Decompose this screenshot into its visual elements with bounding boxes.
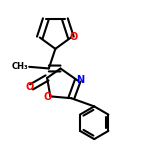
Text: O: O <box>70 32 78 42</box>
Text: N: N <box>77 75 85 85</box>
Text: O: O <box>25 82 34 92</box>
Text: CH₃: CH₃ <box>12 62 28 71</box>
Text: O: O <box>43 92 52 102</box>
